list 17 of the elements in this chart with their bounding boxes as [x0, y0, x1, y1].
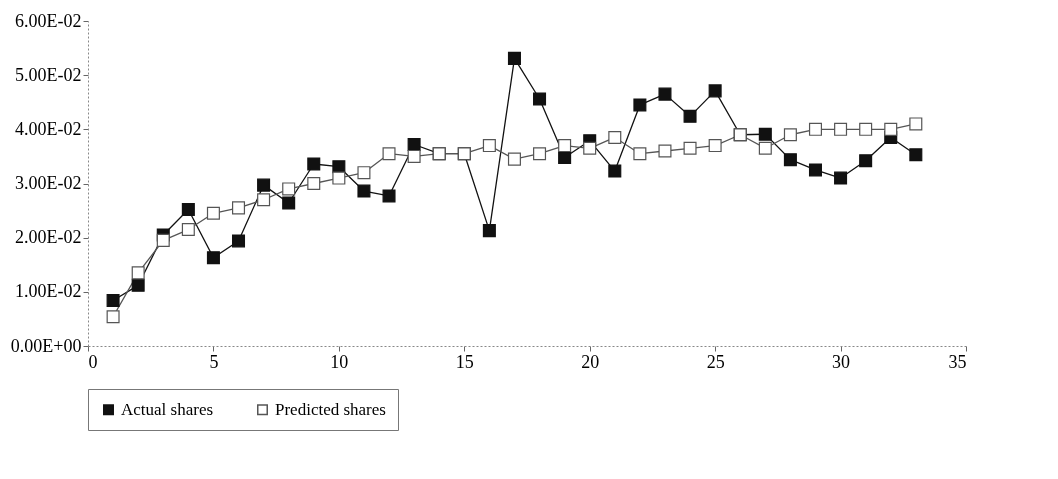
x-tick-label: 30: [832, 351, 851, 372]
x-tick-label: 15: [455, 351, 474, 372]
legend-label: Predicted shares: [275, 399, 386, 419]
x-tick-label: 35: [948, 351, 967, 372]
y-tick-label: 5.00E-02: [15, 64, 82, 85]
y-tick-label: 0.00E+00: [10, 335, 82, 356]
y-tick-label: 6.00E-02: [15, 10, 82, 31]
y-tick-label: 2.00E-02: [15, 227, 82, 248]
x-tick-label: 0: [88, 351, 98, 372]
legend-label: Actual shares: [121, 399, 214, 419]
x-tick-label: 20: [581, 351, 600, 372]
y-tick-label: 1.00E-02: [15, 281, 82, 302]
x-tick-label: 10: [330, 351, 349, 372]
x-tick-label: 5: [209, 351, 219, 372]
y-tick-label: 3.00E-02: [15, 173, 82, 193]
y-tick-label: 4.00E-02: [15, 118, 82, 139]
x-tick-label: 25: [706, 351, 725, 372]
